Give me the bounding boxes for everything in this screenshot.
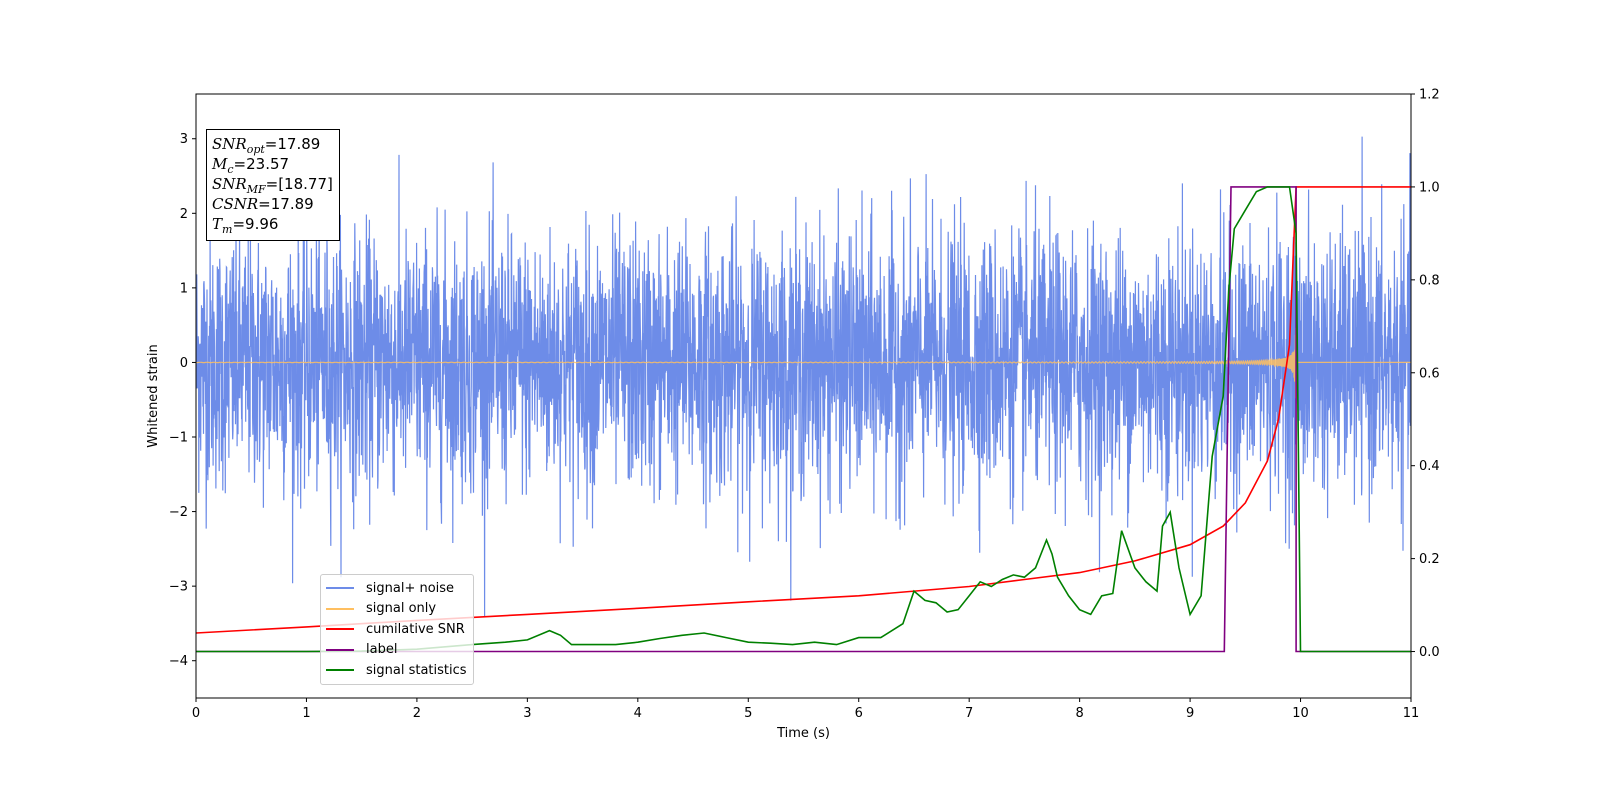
y2-tick-label: 0.0 — [1419, 645, 1440, 660]
tm-value: 9.96 — [245, 215, 279, 233]
legend-swatch — [326, 648, 354, 651]
x-tick-label: 6 — [855, 706, 863, 721]
x-axis-label: Time (s) — [776, 726, 830, 741]
series-line-signal-noise — [196, 136, 1411, 617]
legend-entry-label: label — [326, 640, 467, 661]
snr-mf-value: [18.77] — [278, 175, 333, 193]
x-tick-label: 1 — [302, 706, 310, 721]
series-line-signal-statistics — [196, 186, 1411, 653]
legend-swatch — [326, 628, 354, 631]
y2-tick-label: 0.8 — [1419, 273, 1440, 288]
y2-tick-label: 1.0 — [1419, 180, 1440, 195]
y-tick-label: −2 — [169, 505, 188, 520]
y2-tick-label: 0.2 — [1419, 552, 1440, 567]
y-tick-label: 1 — [180, 281, 188, 296]
mc-value: 23.57 — [246, 155, 290, 173]
x-tick-label: 10 — [1292, 706, 1309, 721]
snr-mf-line: SNRMF=[18.77] — [212, 175, 333, 196]
snr-opt-line: SNRopt=17.89 — [212, 135, 321, 156]
legend-entry-signal-statistics: signal statistics — [326, 660, 467, 681]
y-tick-label: −3 — [169, 580, 188, 595]
legend: signal+ noise signal only cumilative SNR… — [320, 574, 474, 685]
y2-tick-label: 0.6 — [1419, 366, 1440, 381]
y-axis-ticks: −4 −3 −2 −1 0 1 2 3 — [169, 132, 196, 669]
legend-label: signal statistics — [366, 662, 467, 678]
x-tick-label: 0 — [192, 706, 200, 721]
legend-swatch — [326, 669, 354, 672]
y-tick-label: −1 — [169, 431, 188, 446]
legend-entry-cumulative-snr: cumilative SNR — [326, 619, 467, 640]
legend-label: signal only — [366, 601, 437, 617]
x-tick-label: 3 — [523, 706, 531, 721]
y-axis-label: Whitened strain — [146, 344, 161, 447]
y2-tick-label: 0.4 — [1419, 459, 1440, 474]
y-tick-label: 0 — [180, 356, 188, 371]
annotation-box: SNRopt=17.89 Mc=23.57 SNRMF=[18.77] CSNR… — [206, 129, 340, 241]
y-tick-label: −4 — [169, 654, 188, 669]
x-tick-label: 11 — [1403, 706, 1420, 721]
x-tick-label: 7 — [965, 706, 973, 721]
tm-line: Tm=9.96 — [212, 215, 279, 236]
csnr-line: CSNR=17.89 — [212, 195, 314, 213]
legend-label: label — [366, 642, 398, 658]
x-tick-label: 4 — [634, 706, 642, 721]
series-line-signal-only — [196, 327, 1411, 399]
csnr-value: 17.89 — [270, 195, 314, 213]
legend-entry-signal-noise: signal+ noise — [326, 578, 467, 599]
x-axis-ticks: 0 1 2 3 4 5 6 7 8 9 10 11 — [192, 698, 1419, 721]
y-tick-label: 3 — [180, 132, 188, 147]
x-tick-label: 9 — [1186, 706, 1194, 721]
x-tick-label: 5 — [744, 706, 752, 721]
legend-label: cumilative SNR — [366, 621, 465, 637]
mc-line: Mc=23.57 — [212, 155, 290, 176]
series-layer — [196, 136, 1411, 653]
legend-entry-signal-only: signal only — [326, 599, 467, 620]
x-tick-label: 8 — [1075, 706, 1083, 721]
series-line-cumulative-snr — [196, 186, 1411, 634]
y2-tick-label: 1.2 — [1419, 88, 1440, 103]
x-tick-label: 2 — [413, 706, 421, 721]
legend-swatch — [326, 607, 354, 610]
snr-opt-value: 17.89 — [277, 135, 321, 153]
legend-label: signal+ noise — [366, 580, 455, 596]
y-tick-label: 2 — [180, 207, 188, 222]
y2-axis-ticks: 0.0 0.2 0.4 0.6 0.8 1.0 1.2 — [1411, 88, 1440, 660]
legend-swatch — [326, 587, 354, 590]
plot-frame — [195, 93, 1412, 699]
